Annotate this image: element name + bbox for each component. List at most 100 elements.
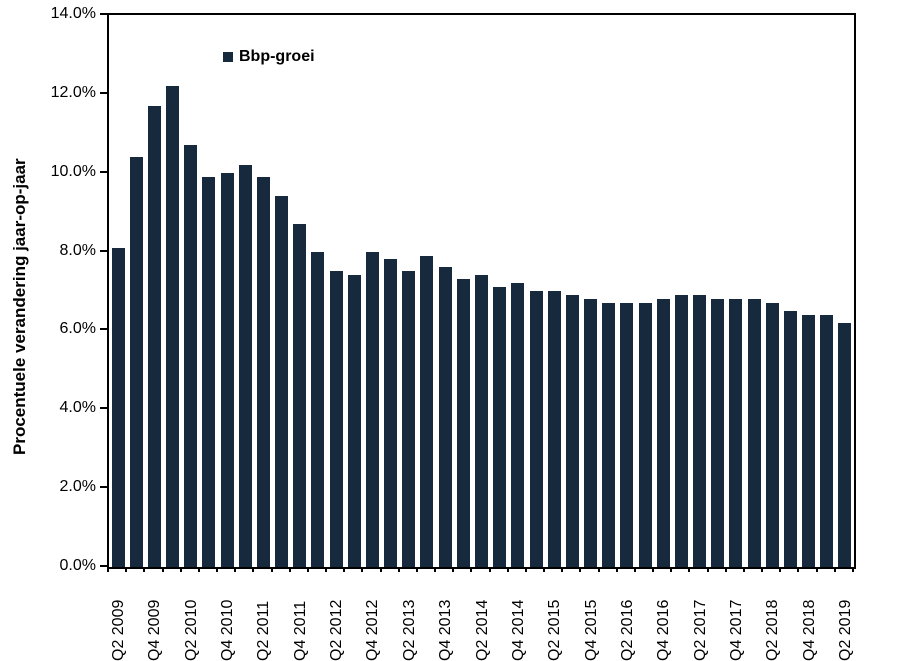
legend-label: Bbp-groei [239, 48, 315, 65]
bar [638, 303, 652, 567]
bar [547, 291, 561, 567]
bar [765, 303, 779, 567]
bar [238, 165, 252, 567]
x-tick-label: Q2 2016 [618, 599, 636, 661]
y-axis-tick [100, 328, 107, 331]
x-axis-tick [652, 567, 655, 572]
bar [293, 224, 307, 567]
x-tick-label: Q4 2013 [437, 599, 455, 661]
x-axis-tick [670, 567, 673, 572]
x-axis-tick [252, 567, 255, 572]
x-axis-tick [343, 567, 346, 572]
x-tick-label: Q2 2010 [182, 599, 200, 661]
x-axis-tick [216, 567, 219, 572]
bar [147, 106, 161, 567]
x-axis-tick [742, 567, 745, 572]
y-axis-tick [100, 486, 107, 489]
x-tick-label: Q2 2019 [836, 599, 854, 661]
legend-marker-square-icon [223, 52, 233, 62]
bar [820, 315, 834, 567]
x-tick-label: Q4 2017 [727, 599, 745, 661]
x-tick-label: Q2 2015 [546, 599, 564, 661]
x-tick-label: Q4 2011 [291, 600, 309, 661]
x-axis-tick [470, 567, 473, 572]
x-tick-label: Q4 2018 [800, 599, 818, 661]
bar [711, 299, 725, 567]
bar [347, 275, 361, 567]
x-tick-label: Q2 2012 [328, 599, 346, 661]
y-tick-label: 12.0% [50, 83, 96, 101]
bar [511, 283, 525, 567]
bar [602, 303, 616, 567]
x-axis-tick [143, 567, 146, 572]
x-tick-label: Q2 2018 [764, 599, 782, 661]
x-axis-tick [724, 567, 727, 572]
bar [674, 295, 688, 567]
bar [184, 145, 198, 567]
x-axis-tick [288, 567, 291, 572]
y-tick-label: 0.0% [59, 557, 96, 574]
x-axis-tick [488, 567, 491, 572]
x-axis-tick [615, 567, 618, 572]
x-axis-tick [197, 567, 200, 572]
bar [275, 196, 289, 567]
x-axis-tick [397, 567, 400, 572]
x-tick-label: Q4 2016 [655, 599, 673, 661]
bar [783, 311, 797, 567]
bar [166, 86, 180, 567]
x-axis-tick [161, 567, 164, 572]
y-tick-label: 6.0% [59, 320, 96, 338]
y-tick-label: 2.0% [59, 478, 96, 496]
x-tick-label: Q2 2011 [255, 600, 273, 661]
x-tick-label: Q2 2017 [691, 599, 709, 661]
x-axis-tick [452, 567, 455, 572]
y-axis-tick [100, 407, 107, 410]
x-axis-tick [561, 567, 564, 572]
plot-area: Bbp-groei [107, 13, 856, 569]
bar [256, 177, 270, 567]
x-axis-tick [797, 567, 800, 572]
x-tick-label: Q4 2009 [146, 599, 164, 661]
y-axis-tick [100, 13, 107, 15]
bar [456, 279, 470, 567]
bar [220, 173, 234, 567]
x-axis-tick [234, 567, 237, 572]
x-axis-tick [506, 567, 509, 572]
x-tick-label: Q4 2015 [582, 599, 600, 661]
bar [620, 303, 634, 567]
x-axis-tick [852, 567, 854, 572]
bar [402, 271, 416, 567]
x-axis-tick [107, 567, 109, 572]
y-tick-label: 10.0% [50, 162, 96, 180]
bar [365, 252, 379, 567]
bar [565, 295, 579, 567]
bar [384, 259, 398, 567]
bar [584, 299, 598, 567]
x-axis-tick [361, 567, 364, 572]
bar [420, 256, 434, 567]
x-axis-tick [415, 567, 418, 572]
bar [329, 271, 343, 567]
y-axis-tick [100, 170, 107, 173]
y-axis-tick [100, 91, 107, 94]
y-tick-label: 4.0% [59, 399, 96, 417]
x-axis-tick [815, 567, 818, 572]
x-axis-tick [179, 567, 182, 572]
y-tick-label: 8.0% [59, 241, 96, 259]
bar [729, 299, 743, 567]
x-tick-label: Q4 2012 [364, 599, 382, 661]
bar [475, 275, 488, 567]
bar [493, 287, 507, 567]
legend: Bbp-groei [223, 48, 315, 66]
x-axis-tick [597, 567, 600, 572]
x-axis-tick [434, 567, 437, 572]
bar [202, 177, 216, 567]
bar [656, 299, 670, 567]
x-axis-tick [125, 567, 128, 572]
y-axis-tick [100, 249, 107, 252]
bar [129, 157, 143, 567]
x-axis-tick [833, 567, 836, 572]
x-tick-label: Q4 2014 [509, 599, 527, 661]
x-axis-tick [524, 567, 527, 572]
